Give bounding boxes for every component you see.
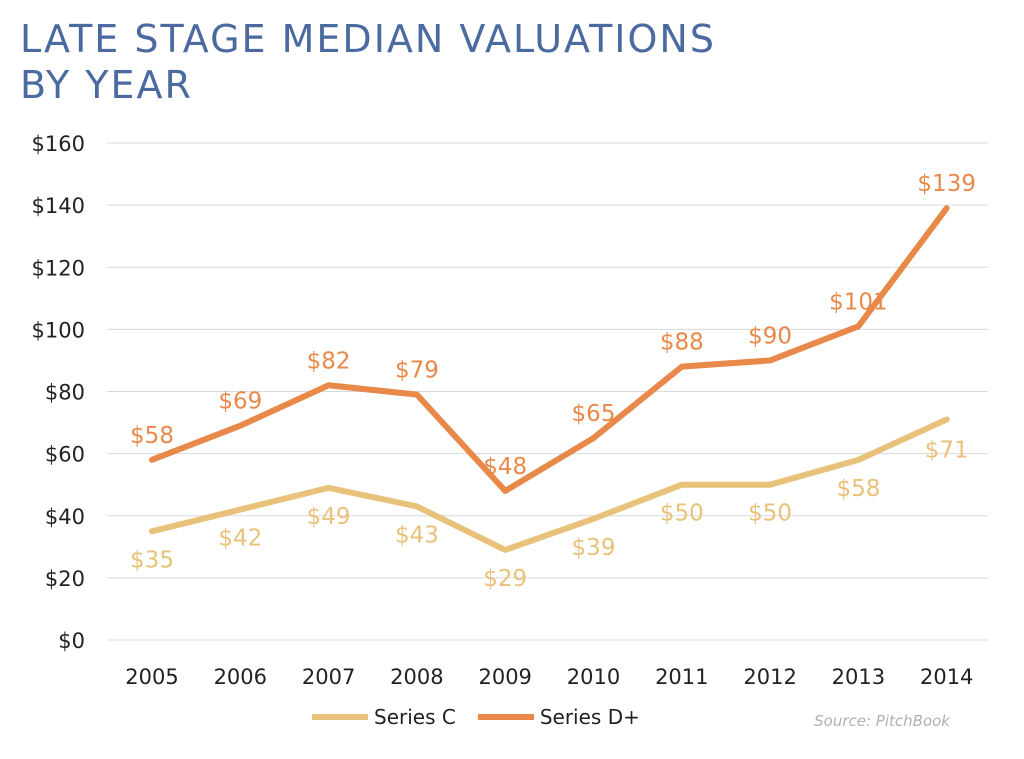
grid-lines: [107, 142, 988, 641]
x-tick-label: 2010: [567, 665, 620, 689]
data-label-series-d: $90: [748, 323, 792, 349]
legend: Series C Series D+: [312, 705, 662, 729]
data-label-series-d: $88: [660, 330, 704, 356]
line-chart: $0$20$40$60$80$100$120$140$160 2005 2006 2…: [32, 132, 988, 689]
source-note: Source: PitchBook: [814, 712, 950, 730]
legend-label-series-d: Series D+: [539, 705, 640, 729]
x-tick-label: 2012: [743, 665, 796, 689]
data-label-series-c: $50: [660, 501, 704, 527]
data-label-series-d: $82: [307, 348, 351, 374]
x-tick-label: 2007: [302, 665, 355, 689]
data-label-series-d: $101: [829, 289, 888, 315]
data-label-series-d: $48: [483, 454, 527, 480]
x-tick-label: 2005: [125, 665, 178, 689]
y-tick-label: $20: [45, 567, 85, 591]
y-axis-tick-labels: $0 $20 $40 $60 $80 $100 $120 $140 $160: [32, 132, 85, 653]
x-axis-tick-labels: 2005 2006 2007 2008 2009 2010 2011 2012 2013 2014: [125, 665, 973, 689]
x-tick-label: 2009: [478, 665, 531, 689]
data-label-series-c: $42: [218, 526, 262, 552]
series-lines: [149, 205, 950, 553]
legend-swatch-series-d: [477, 714, 534, 720]
data-label-series-c: $50: [748, 501, 792, 527]
data-label-series-d: $58: [130, 423, 174, 449]
legend-swatch-series-c: [312, 714, 368, 720]
data-label-series-c: $39: [572, 535, 616, 561]
y-tick-label: $160: [32, 132, 85, 156]
chart-title: LATE STAGE MEDIAN VALUATIONS BY YEAR: [20, 17, 716, 107]
legend-label-series-c: Series C: [374, 705, 456, 729]
legend-item-series-d: Series D+: [477, 705, 640, 729]
x-tick-label: 2008: [390, 665, 443, 689]
data-label-series-d: $69: [218, 389, 262, 415]
data-label-series-d: $79: [395, 358, 439, 384]
data-label-series-c: $58: [836, 476, 880, 502]
data-label-series-d: $139: [917, 171, 976, 197]
x-tick-label: 2013: [832, 665, 885, 689]
y-tick-label: $80: [45, 381, 85, 405]
x-tick-label: 2011: [655, 665, 708, 689]
x-tick-label: 2006: [214, 665, 267, 689]
data-label-series-c: $49: [307, 504, 351, 530]
data-label-series-c: $71: [925, 437, 969, 463]
data-label-series-d: $65: [572, 401, 616, 427]
y-tick-label: $100: [32, 318, 85, 342]
x-tick-label: 2014: [920, 665, 973, 689]
line-series-c: [149, 416, 950, 553]
y-tick-label: $60: [45, 443, 85, 467]
line-series-d: [149, 205, 950, 494]
data-label-series-c: $43: [395, 522, 439, 548]
y-tick-label: $120: [32, 256, 85, 280]
y-tick-label: $0: [58, 629, 85, 653]
legend-item-series-c: Series C: [312, 705, 456, 729]
data-label-series-c: $29: [483, 566, 527, 592]
y-tick-label: $40: [45, 505, 85, 529]
y-tick-label: $140: [32, 194, 85, 218]
data-labels: $35 $42 $49 $43 $29 $39 $50 $50 $58 $71 $58 $69 $82 $…: [130, 171, 976, 592]
data-label-series-c: $35: [130, 547, 174, 573]
